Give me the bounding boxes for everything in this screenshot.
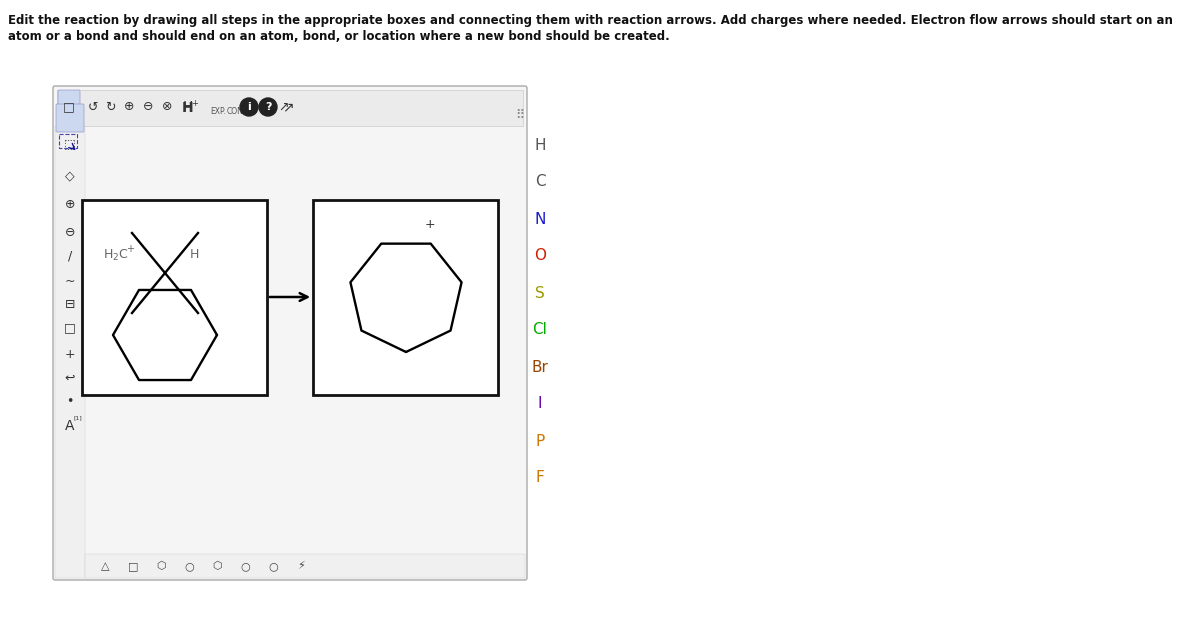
Text: /: / bbox=[68, 250, 72, 263]
Text: ⊕: ⊕ bbox=[124, 101, 134, 114]
Text: ?: ? bbox=[262, 101, 269, 114]
Text: EXP.: EXP. bbox=[210, 106, 226, 116]
Text: ○: ○ bbox=[184, 561, 194, 571]
Text: I: I bbox=[538, 397, 542, 412]
Text: +: + bbox=[65, 347, 76, 360]
Text: +: + bbox=[192, 99, 198, 109]
Text: S: S bbox=[535, 286, 545, 300]
Text: ⬡: ⬡ bbox=[156, 561, 166, 571]
Text: F: F bbox=[535, 470, 545, 486]
Text: ↗: ↗ bbox=[277, 101, 288, 114]
Text: □: □ bbox=[64, 101, 74, 114]
Text: i: i bbox=[247, 102, 251, 112]
Text: C: C bbox=[535, 174, 545, 190]
Text: ⊟: ⊟ bbox=[65, 297, 76, 310]
Text: ⬡: ⬡ bbox=[212, 561, 222, 571]
Text: •: • bbox=[66, 394, 73, 407]
Text: Cl: Cl bbox=[533, 323, 547, 337]
Text: atom or a bond and should end on an atom, bond, or location where a new bond sho: atom or a bond and should end on an atom… bbox=[8, 30, 670, 43]
Text: □: □ bbox=[127, 561, 138, 571]
Text: CONT.: CONT. bbox=[227, 106, 250, 116]
FancyBboxPatch shape bbox=[58, 90, 80, 124]
FancyBboxPatch shape bbox=[53, 86, 527, 580]
Text: ~: ~ bbox=[65, 274, 76, 287]
Text: ⚡: ⚡ bbox=[298, 561, 305, 571]
Bar bbox=[85, 554, 526, 578]
Text: O: O bbox=[534, 248, 546, 263]
Text: H: H bbox=[190, 247, 199, 261]
Bar bbox=[58, 90, 523, 126]
Bar bbox=[313, 200, 498, 395]
Text: ⊖: ⊖ bbox=[65, 226, 76, 239]
Circle shape bbox=[259, 98, 277, 116]
Text: ⊗: ⊗ bbox=[162, 101, 173, 114]
Circle shape bbox=[240, 98, 258, 116]
Text: ○: ○ bbox=[240, 561, 250, 571]
Text: ◇: ◇ bbox=[65, 169, 74, 182]
Text: ?: ? bbox=[265, 102, 271, 112]
Text: ○: ○ bbox=[268, 561, 278, 571]
Text: ⬚: ⬚ bbox=[64, 137, 76, 151]
Text: H: H bbox=[104, 247, 113, 261]
Text: H: H bbox=[182, 101, 194, 115]
Text: Br: Br bbox=[532, 360, 548, 375]
Text: P: P bbox=[535, 433, 545, 449]
Text: ⊖: ⊖ bbox=[143, 101, 154, 114]
Text: ●: ● bbox=[244, 101, 254, 114]
Text: ↺: ↺ bbox=[88, 101, 98, 114]
Text: ↗: ↗ bbox=[282, 100, 294, 114]
Text: [1]: [1] bbox=[73, 415, 83, 420]
Text: ⠿: ⠿ bbox=[516, 109, 524, 122]
Bar bbox=[55, 126, 85, 578]
Text: 2: 2 bbox=[112, 253, 118, 263]
Text: H: H bbox=[182, 100, 193, 114]
Text: Edit the reaction by drawing all steps in the appropriate boxes and connecting t: Edit the reaction by drawing all steps i… bbox=[8, 14, 1172, 27]
Text: +: + bbox=[425, 218, 436, 231]
Text: ↩: ↩ bbox=[65, 371, 76, 384]
Text: A: A bbox=[65, 419, 74, 433]
Text: N: N bbox=[534, 211, 546, 227]
Bar bbox=[82, 200, 266, 395]
Text: ↻: ↻ bbox=[104, 101, 115, 114]
Text: +: + bbox=[126, 244, 134, 254]
Text: C: C bbox=[118, 247, 127, 261]
Text: △: △ bbox=[101, 561, 109, 571]
FancyBboxPatch shape bbox=[56, 104, 84, 132]
Text: H: H bbox=[534, 137, 546, 153]
Text: □: □ bbox=[64, 321, 76, 334]
Text: ⊕: ⊕ bbox=[65, 198, 76, 211]
